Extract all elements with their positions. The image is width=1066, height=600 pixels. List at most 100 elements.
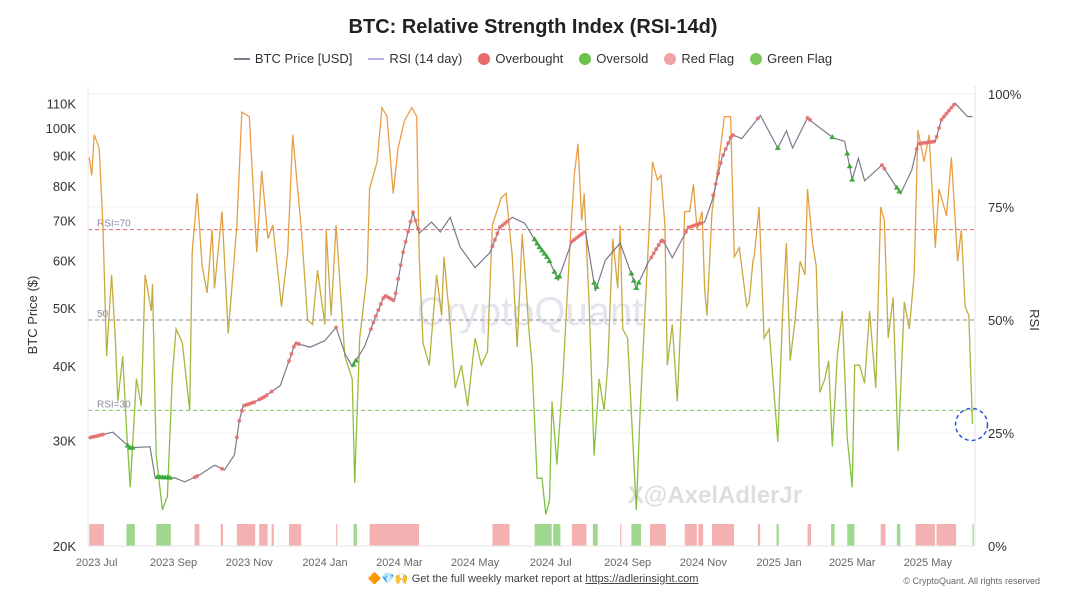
axes: 0% 25% 50% 75% 100% 20K 30K 40K 50K 60K 70K 80K 90K 1… bbox=[46, 86, 1022, 569]
y-left-tick-label: 50K bbox=[53, 301, 76, 316]
green-flag-bar bbox=[776, 524, 779, 546]
overbought-marker bbox=[373, 314, 378, 319]
red-flag-bar bbox=[369, 524, 419, 546]
overbought-marker bbox=[649, 255, 654, 260]
overbought-marker bbox=[951, 102, 956, 107]
overbought-marker bbox=[755, 116, 760, 121]
oversold-marker bbox=[635, 279, 642, 285]
legend-item-price[interactable]: BTC Price [USD] bbox=[233, 51, 353, 66]
red-flag-bar bbox=[915, 524, 936, 546]
overbought-marker bbox=[723, 146, 728, 151]
overbought-marker bbox=[721, 152, 726, 157]
green-flag-bar bbox=[534, 524, 552, 546]
overbought-marker bbox=[946, 108, 951, 113]
red-flag-bar bbox=[271, 524, 274, 546]
reference-line-label: RSI=30 bbox=[97, 399, 131, 410]
red-flag-bar bbox=[89, 524, 104, 546]
overbought-marker bbox=[582, 230, 587, 235]
overbought-marker bbox=[505, 219, 510, 224]
report-link[interactable]: https://adlerinsight.com bbox=[585, 573, 699, 585]
overbought-marker bbox=[334, 325, 339, 330]
overbought-marker bbox=[932, 139, 937, 144]
oversold-marker bbox=[633, 285, 640, 291]
legend-label: Red Flag bbox=[681, 51, 735, 66]
overbought-marker bbox=[716, 171, 721, 176]
footer: 🔶💎🙌 Get the full weekly market report at… bbox=[0, 572, 1066, 585]
red-flag-bar bbox=[880, 524, 886, 546]
gridlines bbox=[88, 93, 975, 434]
emoji-icons: 🔶💎🙌 bbox=[367, 573, 409, 585]
green-flag-bar bbox=[126, 524, 135, 546]
chart-title: BTC: Relative Strength Index (RSI-14d) bbox=[348, 16, 718, 38]
oversold-marker bbox=[593, 283, 600, 289]
x-tick-label: 2024 Sep bbox=[604, 557, 651, 569]
price-line-swatch bbox=[233, 57, 250, 60]
green-flag-bar bbox=[156, 524, 171, 546]
y-left-tick-label: 60K bbox=[53, 254, 76, 269]
legend-item-green-flag[interactable]: Green Flag bbox=[750, 51, 832, 66]
overbought-marker bbox=[291, 344, 296, 349]
y-right-tick-label: 75% bbox=[988, 200, 1014, 215]
oversold-marker bbox=[352, 357, 359, 363]
overbought-marker bbox=[879, 163, 884, 168]
green-flag-bar bbox=[847, 524, 855, 546]
overbought-marker bbox=[656, 243, 661, 248]
reference-lines: RSI=70 50 RSI=30 bbox=[88, 219, 975, 411]
green-flag-bar bbox=[553, 524, 561, 546]
legend-label: Green Flag bbox=[767, 51, 833, 66]
overbought-marker bbox=[296, 342, 301, 347]
red-flag-bar bbox=[807, 524, 812, 546]
overbought-marker bbox=[264, 393, 269, 398]
green-flag-bar bbox=[896, 524, 901, 546]
x-tick-label: 2024 Nov bbox=[680, 557, 728, 569]
overbought-marker bbox=[949, 105, 954, 110]
green-flag-bar bbox=[831, 524, 835, 546]
red-flag-bar bbox=[698, 524, 704, 546]
overbought-marker bbox=[378, 302, 383, 307]
legend-item-red-flag[interactable]: Red Flag bbox=[664, 51, 734, 66]
overbought-marker bbox=[269, 389, 274, 394]
oversold-marker bbox=[849, 176, 856, 182]
y-left-tick-label: 30K bbox=[53, 434, 76, 449]
legend-label: BTC Price [USD] bbox=[254, 51, 353, 66]
legend-item-rsi[interactable]: RSI (14 day) bbox=[368, 51, 462, 66]
overbought-marker bbox=[495, 231, 500, 236]
overbought-marker bbox=[237, 418, 242, 423]
overbought-marker bbox=[286, 359, 291, 364]
y-left-tick-label: 110K bbox=[47, 96, 77, 111]
overbought-marker bbox=[654, 247, 659, 252]
oversold-marker bbox=[844, 150, 851, 156]
legend-item-overbought[interactable]: Overbought bbox=[478, 51, 563, 66]
overbought-marker bbox=[252, 400, 257, 405]
overbought-marker bbox=[490, 244, 495, 249]
overbought-dot-icon bbox=[478, 52, 491, 65]
green-flag-bar bbox=[353, 524, 357, 546]
x-tick-label: 2024 Mar bbox=[376, 557, 423, 569]
red-flag-bar bbox=[288, 524, 302, 546]
red-flag-bar bbox=[620, 524, 622, 546]
reference-line-label: 50 bbox=[97, 309, 109, 320]
red-flag-bar bbox=[757, 524, 761, 546]
overbought-marker bbox=[683, 229, 688, 234]
overbought-marker bbox=[934, 134, 939, 139]
oversold-marker bbox=[350, 361, 357, 367]
overbought-marker bbox=[882, 166, 887, 171]
overbought-marker bbox=[393, 291, 398, 296]
legend-item-oversold[interactable]: Oversold bbox=[579, 51, 648, 66]
overbought-marker bbox=[731, 133, 736, 138]
overbought-marker bbox=[401, 250, 406, 255]
red-flag-bar bbox=[492, 524, 510, 546]
oversold-marker bbox=[539, 247, 546, 253]
y-right-tick-label: 25% bbox=[988, 426, 1014, 441]
overbought-marker bbox=[914, 146, 919, 151]
overbought-marker bbox=[415, 226, 420, 231]
red-flag-bar bbox=[649, 524, 666, 546]
copyright: © CryptoQuant. All rights reserved bbox=[903, 576, 1040, 586]
overbought-marker bbox=[937, 126, 942, 131]
oversold-marker bbox=[124, 442, 131, 448]
overbought-marker bbox=[406, 229, 411, 234]
overbought-marker bbox=[376, 307, 381, 312]
overbought-marker bbox=[726, 141, 731, 146]
oversold-dot-icon bbox=[579, 52, 592, 65]
overbought-marker bbox=[234, 435, 239, 440]
